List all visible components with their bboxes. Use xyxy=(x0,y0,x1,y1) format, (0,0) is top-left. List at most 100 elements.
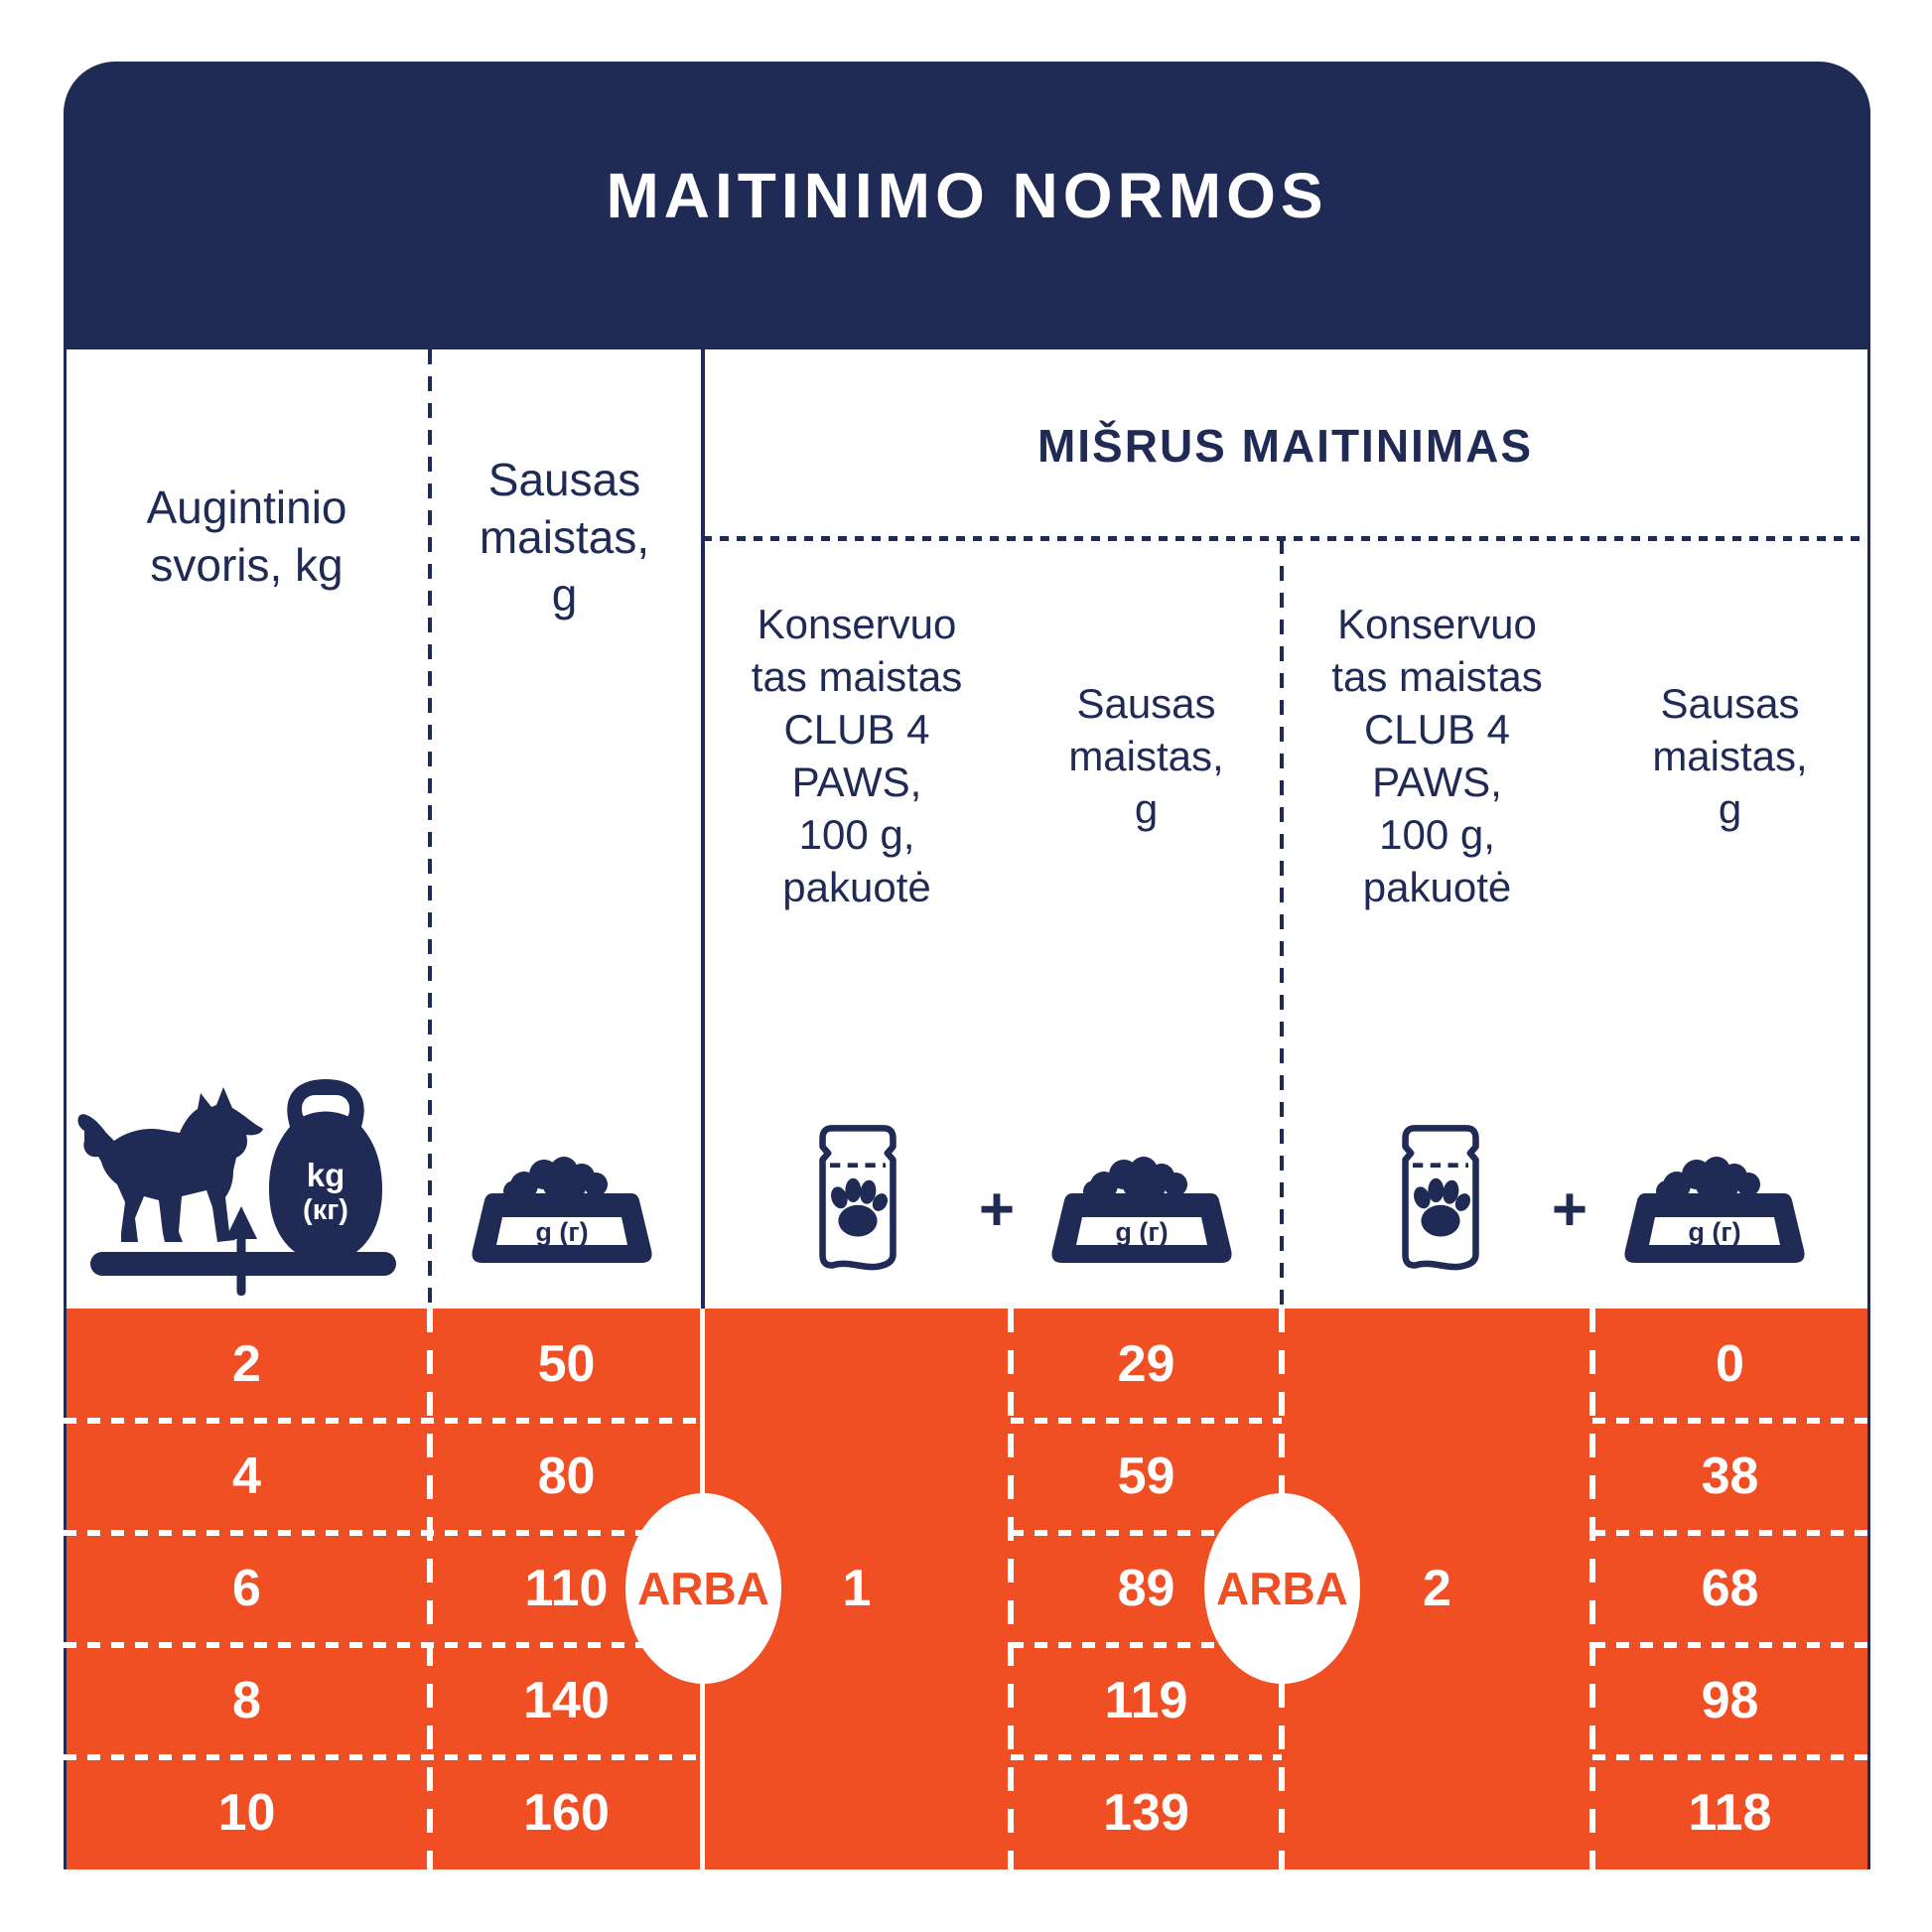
row-separator xyxy=(1011,1418,1282,1424)
dry-food-value: 80 xyxy=(537,1448,596,1505)
wet-header-line: pakuotė xyxy=(1362,864,1512,910)
arrow-shaft-icon xyxy=(236,1236,246,1296)
dry-food-value: 50 xyxy=(537,1335,596,1393)
mixed2-wet-count: 2 xyxy=(1423,1560,1451,1617)
divider-under-mixed-title xyxy=(703,536,1867,541)
mixed1-dry-value: 119 xyxy=(1104,1672,1188,1729)
weight-column-header: Augintinio svoris, kg xyxy=(64,479,430,594)
mixed2-wet-header: Konservuo tas maistas CLUB 4 PAWS, 100 g… xyxy=(1282,598,1592,913)
dry-header-line: maistas, xyxy=(1652,733,1808,779)
paw-print-icon xyxy=(1414,1177,1470,1237)
table-border-right xyxy=(1867,347,1870,1869)
mixed2-dry-value: 98 xyxy=(1701,1672,1759,1729)
row-separator xyxy=(1592,1754,1867,1760)
wet-header-line: 100 g, xyxy=(1379,811,1495,858)
wet-header-line: PAWS, xyxy=(791,759,922,805)
plus-icon: + xyxy=(978,1175,1016,1244)
dry-header-line: Sausas xyxy=(1660,680,1800,727)
bowl-grams-label: g (г) xyxy=(1115,1217,1168,1247)
mixed2-dry-value: 68 xyxy=(1701,1560,1759,1617)
dry-food-value: 110 xyxy=(524,1560,609,1617)
row-separator xyxy=(64,1530,703,1536)
row-separator xyxy=(1011,1642,1282,1648)
dry-food-value: 160 xyxy=(523,1784,610,1842)
wet-header-line: PAWS, xyxy=(1372,759,1502,805)
weight-value: 8 xyxy=(232,1672,261,1729)
mixed1-dry-value: 29 xyxy=(1117,1335,1175,1393)
dry-header-line: Sausas xyxy=(487,454,641,505)
dry-header-line: g xyxy=(1718,785,1742,832)
plus-icon: + xyxy=(1551,1175,1588,1244)
dry-food-bowl-icon: g (г) xyxy=(463,1152,661,1281)
kettlebell-kg-cyrillic-label: (кг) xyxy=(303,1194,348,1226)
data-zone xyxy=(67,1309,1867,1869)
row-separator xyxy=(64,1754,703,1760)
mixed1-dry-value: 59 xyxy=(1117,1448,1175,1505)
paw-print-icon xyxy=(831,1177,888,1237)
bowl-band xyxy=(1076,1217,1207,1245)
divider-weight-dry xyxy=(428,349,432,1309)
weight-value: 2 xyxy=(232,1335,261,1393)
wet-header-line: Konservuo xyxy=(757,601,957,647)
dry-header-line: Sausas xyxy=(1076,680,1216,727)
or-badge: ARBA xyxy=(625,1493,781,1684)
kibble-heap xyxy=(503,1157,608,1202)
wet-header-line: CLUB 4 xyxy=(1363,706,1511,753)
bowl-grams-label: g (г) xyxy=(535,1217,588,1247)
wet-food-pouch-icon xyxy=(1385,1116,1496,1289)
dry-header-line: maistas, xyxy=(479,511,650,563)
bowl-band xyxy=(496,1217,627,1245)
mixed-feeding-header: MIŠRUS MAITINIMAS xyxy=(1036,420,1534,472)
bowl-band xyxy=(1649,1217,1780,1245)
row-separator xyxy=(1592,1642,1867,1648)
row-separator xyxy=(64,1418,703,1424)
wet-header-line: Konservuo xyxy=(1337,601,1537,647)
title-band xyxy=(64,62,1870,349)
weight-value: 6 xyxy=(232,1560,261,1617)
divider-dry-mixed xyxy=(701,349,705,1309)
bowl-grams-label: g (г) xyxy=(1688,1217,1740,1247)
divider-wet1-dry1-orange xyxy=(1008,1309,1014,1869)
arrow-head-icon xyxy=(225,1206,257,1239)
dry-header-line: g xyxy=(1134,785,1159,832)
weight-header-line: svoris, kg xyxy=(150,539,344,591)
mixed1-wet-header: Konservuo tas maistas CLUB 4 PAWS, 100 g… xyxy=(703,598,1011,913)
wet-header-line: CLUB 4 xyxy=(783,706,930,753)
mixed2-dry-header: Sausas maistas, g xyxy=(1592,677,1867,835)
row-separator xyxy=(1592,1530,1867,1536)
row-separator xyxy=(1011,1530,1282,1536)
pet-weight-scale-icon: kg (кг) xyxy=(74,1067,412,1296)
wet-header-line: tas maistas xyxy=(751,653,963,700)
kibble-heap xyxy=(1656,1157,1760,1202)
table-border-left xyxy=(64,347,67,1869)
mixed1-dry-value: 139 xyxy=(1103,1784,1189,1842)
divider-weight-dry-orange xyxy=(427,1309,433,1869)
wet-header-line: tas maistas xyxy=(1331,653,1543,700)
dog-icon xyxy=(77,1087,263,1242)
wet-header-line: pakuotė xyxy=(782,864,931,910)
mixed1-dry-value: 89 xyxy=(1117,1560,1175,1617)
or-badge-label: ARBA xyxy=(1216,1563,1348,1614)
dry-food-bowl-icon: g (г) xyxy=(1042,1152,1241,1281)
dry-header-line: maistas, xyxy=(1068,733,1224,779)
weight-value: 4 xyxy=(232,1448,261,1505)
kettlebell-body-top xyxy=(302,1111,349,1125)
row-separator xyxy=(1011,1754,1282,1760)
dry-food-bowl-icon: g (г) xyxy=(1615,1152,1814,1281)
mixed2-dry-value: 0 xyxy=(1716,1335,1744,1393)
dry-header-line: g xyxy=(551,569,578,621)
kettlebell-kg-label: kg xyxy=(307,1157,345,1193)
dry-food-value: 140 xyxy=(523,1672,610,1729)
wet-food-pouch-icon xyxy=(802,1116,913,1289)
row-separator xyxy=(64,1642,703,1648)
mixed2-dry-value: 118 xyxy=(1688,1784,1772,1842)
or-badge-label: ARBA xyxy=(637,1563,769,1614)
page-title: MAITINIMO NORMOS xyxy=(606,160,1328,231)
kettlebell-icon xyxy=(269,1079,382,1262)
weight-value: 10 xyxy=(217,1784,276,1842)
mixed2-dry-value: 38 xyxy=(1701,1448,1759,1505)
mixed1-wet-count: 1 xyxy=(842,1560,872,1617)
dry-column-header: Sausas maistas, g xyxy=(428,451,701,623)
mixed1-dry-header: Sausas maistas, g xyxy=(1011,677,1282,835)
weight-header-line: Augintinio xyxy=(146,482,347,533)
